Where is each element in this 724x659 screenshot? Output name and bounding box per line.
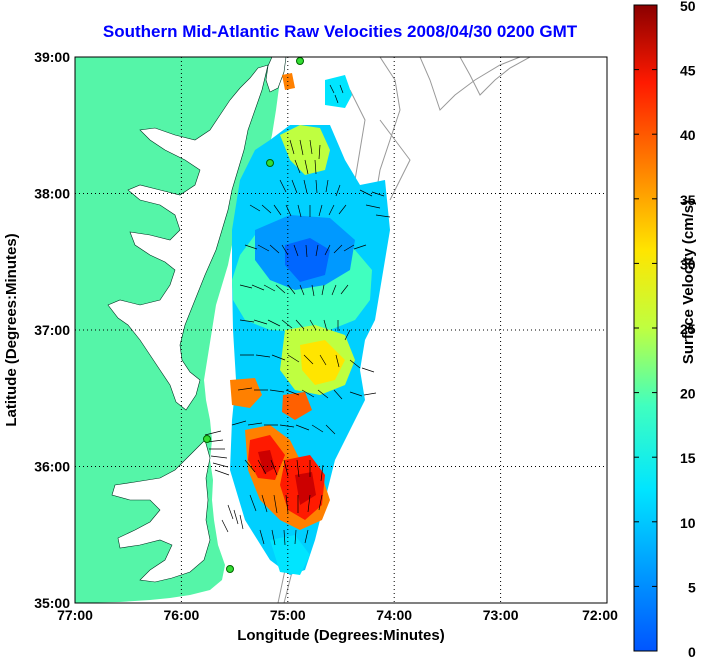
- pamlico-sound: [111, 439, 211, 583]
- x-tick: 74:00: [376, 607, 412, 623]
- x-tick: 75:00: [270, 607, 306, 623]
- y-tick: 38:00: [34, 186, 70, 202]
- station-marker: [226, 565, 234, 573]
- x-axis-label: Longitude (Degrees:Minutes): [237, 627, 445, 644]
- colorbar-tick: 25: [680, 321, 696, 337]
- chesapeake-bay: [107, 64, 269, 411]
- colorbar-tick: 15: [680, 450, 696, 466]
- plot-frame: [74, 56, 608, 604]
- delaware-bay: [265, 57, 287, 93]
- current-vectors: [204, 84, 391, 546]
- x-tick: 72:00: [582, 607, 618, 623]
- colorbar-tick: 45: [680, 63, 696, 79]
- colorbar-tick: 10: [680, 515, 696, 531]
- y-axis-ticks: 39:00 38:00 37:00 36:00 35:00: [34, 49, 70, 611]
- x-axis-ticks: 77:00 76:00 75:00 74:00 73:00 72:00: [57, 607, 618, 623]
- x-tick: 77:00: [57, 607, 93, 623]
- station-marker: [203, 435, 211, 443]
- y-tick: 35:00: [34, 595, 70, 611]
- radar-stations: [203, 57, 304, 573]
- y-tick: 36:00: [34, 459, 70, 475]
- y-tick: 37:00: [34, 322, 70, 338]
- colorbar-tick: 40: [680, 127, 696, 143]
- colorbar-tick: 35: [680, 192, 696, 208]
- colorbar-tick: 5: [688, 579, 696, 595]
- station-marker: [266, 159, 274, 167]
- colorbar-tick: 0: [688, 644, 696, 659]
- y-axis-label: Latitude (Degrees:Minutes): [3, 233, 20, 426]
- grid-lines: [75, 57, 607, 603]
- y-tick: 39:00: [34, 49, 70, 65]
- colorbar-label: Surface Velocity (cm/s): [680, 200, 697, 364]
- colorbar-ticks: 50 45 40 35 30 25 20 15 10 5 0: [680, 0, 696, 659]
- map-title: Southern Mid-Atlantic Raw Velocities 200…: [102, 22, 578, 41]
- colorbar-tick: 20: [680, 386, 696, 402]
- x-tick: 73:00: [483, 607, 519, 623]
- colorbar-tick: 50: [680, 0, 696, 14]
- x-tick: 76:00: [163, 607, 199, 623]
- station-marker: [296, 57, 304, 65]
- colorbar-tick-marks: [634, 4, 657, 652]
- colorbar-tick: 30: [680, 256, 696, 272]
